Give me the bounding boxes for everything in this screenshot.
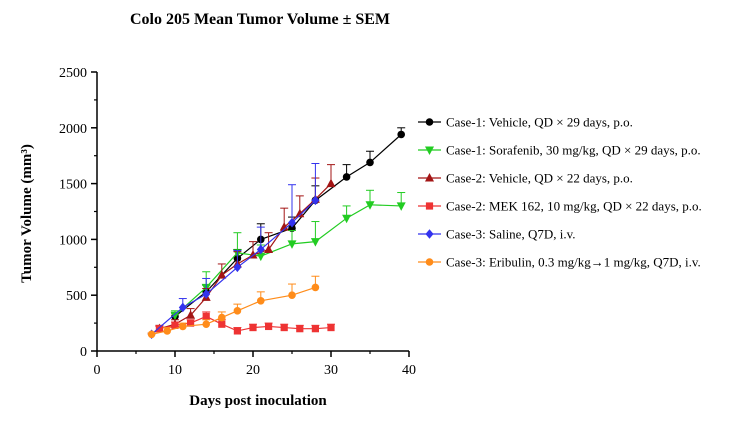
data-point (256, 244, 265, 255)
data-point (233, 307, 242, 315)
legend: Case-1: Vehicle, QD × 29 days, p.o. Case-… (418, 115, 702, 270)
y-tick-label: 1500 (59, 178, 87, 193)
data-point (288, 217, 296, 228)
data-point (179, 322, 187, 331)
data-point (178, 302, 187, 313)
data-point (265, 322, 273, 331)
data-point (366, 158, 374, 167)
legend-item: Case-3: Eribulin, 0.3 mg/kg→1 mg/kg, Q7D… (418, 255, 701, 270)
legend-marker (425, 258, 434, 266)
legend-label: Case-1: Sorafenib, 30 mg/kg, QD × 29 day… (446, 143, 701, 158)
legend-label: Case-2: MEK 162, 10 mg/kg, QD × 22 days,… (446, 199, 702, 214)
legend-item: Case-2: MEK 162, 10 mg/kg, QD × 22 days,… (418, 199, 702, 214)
y-tick-label: 0 (80, 345, 87, 360)
data-point (170, 311, 180, 321)
data-point (311, 325, 319, 333)
data-point (397, 130, 406, 139)
legend-marker (425, 173, 434, 182)
data-point (327, 323, 335, 332)
data-point (365, 201, 375, 210)
data-point (295, 208, 305, 218)
data-point (256, 252, 266, 262)
data-point (280, 323, 288, 332)
y-tick-label: 1000 (59, 233, 87, 248)
data-point (257, 296, 265, 305)
data-point (233, 262, 242, 273)
data-point (202, 312, 210, 321)
legend-item: Case-2: Vehicle, QD × 22 days, p.o. (418, 171, 633, 186)
legend-item: Case-1: Sorafenib, 30 mg/kg, QD × 29 day… (418, 143, 701, 158)
data-point (171, 321, 179, 329)
data-point (202, 320, 210, 329)
data-point (279, 222, 289, 231)
data-point (218, 313, 226, 322)
data-point (311, 283, 320, 292)
series-5 (147, 163, 320, 340)
y-tick-label: 2500 (59, 66, 87, 81)
data-point (342, 173, 351, 181)
legend-item: Case-1: Vehicle, QD × 29 days, p.o. (418, 115, 633, 130)
data-point (202, 289, 211, 299)
data-point (296, 325, 304, 333)
y-axis-title: Tumor Volume (mm³) (19, 144, 35, 283)
data-point (186, 310, 196, 319)
legend-label: Case-3: Saline, Q7D, i.v. (446, 227, 576, 242)
x-tick-label: 20 (246, 363, 260, 378)
data-point (163, 327, 171, 335)
data-point (264, 244, 274, 253)
x-tick-label: 40 (402, 363, 416, 378)
data-point (147, 330, 156, 339)
legend-marker (425, 202, 434, 210)
data-point (326, 178, 336, 188)
y-tick-label: 500 (66, 289, 87, 304)
data-point (218, 320, 226, 328)
legend-marker (425, 229, 434, 239)
data-point (155, 325, 163, 333)
series-6 (147, 275, 320, 339)
data-point (217, 270, 227, 279)
legend-label: Case-3: Eribulin, 0.3 mg/kg→1 mg/kg, Q7D… (446, 255, 701, 270)
data-point (310, 238, 320, 247)
data-point (396, 202, 406, 211)
legend-item: Case-3: Saline, Q7D, i.v. (418, 227, 576, 242)
data-point (287, 240, 297, 249)
x-axis-title: Days post inoculation (189, 393, 327, 409)
data-point (288, 291, 296, 300)
legend-label: Case-1: Vehicle, QD × 29 days, p.o. (446, 115, 633, 130)
legend-label: Case-2: Vehicle, QD × 22 days, p.o. (446, 171, 633, 186)
x-tick-label: 10 (168, 363, 182, 378)
y-tick-label: 2000 (59, 122, 87, 137)
data-point (342, 214, 352, 224)
legend-marker (425, 118, 434, 126)
data-point (311, 195, 320, 206)
legend-marker (425, 146, 434, 155)
data-point (249, 323, 257, 332)
data-point (187, 319, 195, 327)
x-tick-label: 0 (94, 363, 101, 378)
x-tick-label: 30 (324, 363, 338, 378)
chart-title: Colo 205 Mean Tumor Volume ± SEM (129, 11, 391, 28)
data-point (233, 327, 241, 335)
